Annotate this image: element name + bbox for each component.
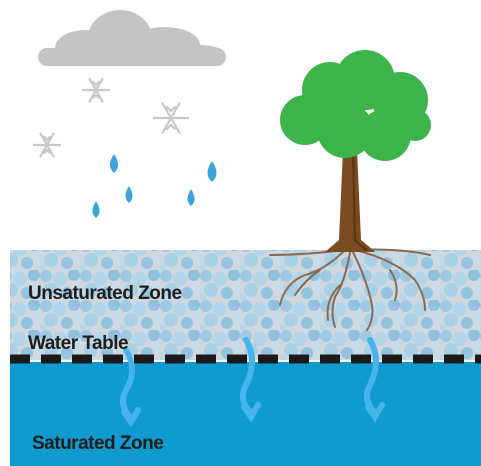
water-table-label: Water Table	[28, 333, 128, 354]
saturated-zone-label: Saturated Zone	[32, 433, 163, 454]
tree	[280, 50, 431, 252]
groundwater-diagram: Unsaturated Zone Water Table Saturated Z…	[0, 0, 481, 466]
raindrops	[93, 154, 217, 218]
snowflakes	[34, 79, 188, 157]
unsaturated-zone-label: Unsaturated Zone	[28, 283, 182, 304]
cloud	[38, 10, 226, 66]
